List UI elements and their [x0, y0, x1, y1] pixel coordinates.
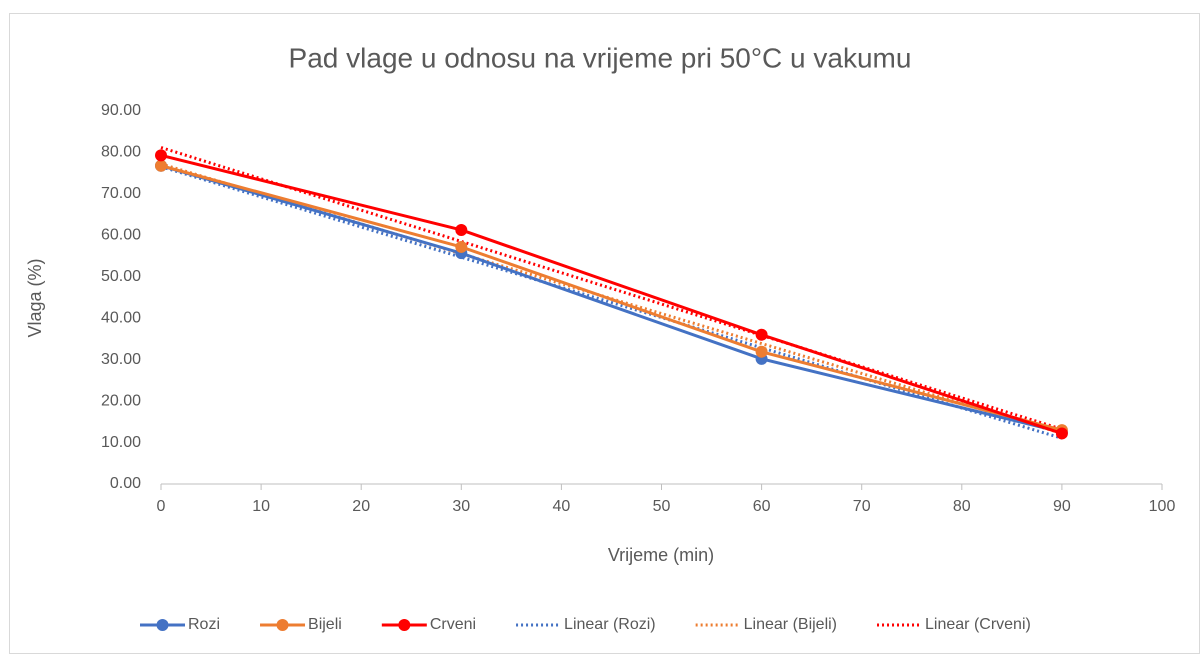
chart-title: Pad vlage u odnosu na vrijeme pri 50°C u…: [289, 42, 912, 73]
legend-label: Linear (Rozi): [564, 616, 656, 633]
x-tick-label: 50: [653, 498, 671, 515]
series-line: [160, 153, 1063, 435]
x-tick-label: 30: [452, 498, 470, 515]
y-axis-title: Vlaga (%): [25, 258, 45, 337]
data-point: [155, 159, 167, 172]
series-line: [160, 164, 1063, 432]
x-tick-label: 40: [553, 498, 571, 515]
legend-label: Linear (Crveni): [925, 616, 1031, 633]
y-tick-label: 90.00: [101, 102, 141, 119]
data-point: [455, 223, 468, 236]
y-tick-label: 20.00: [101, 392, 141, 409]
data-point: [1055, 427, 1068, 440]
legend-label: Rozi: [188, 616, 220, 633]
y-tick-label: 80.00: [101, 144, 141, 161]
y-tick-label: 70.00: [101, 185, 141, 202]
legend-label: Linear (Bijeli): [744, 616, 837, 633]
legend-label: Bijeli: [308, 616, 342, 633]
series-line: [160, 164, 1063, 434]
chart-border: [9, 13, 1200, 654]
legend-marker: [156, 619, 169, 631]
y-tick-label: 10.00: [101, 434, 141, 451]
y-tick-label: 50.00: [101, 268, 141, 285]
x-axis-title: Vrijeme (min): [608, 545, 714, 565]
y-tick-label: 30.00: [101, 351, 141, 368]
y-tick-label: 0.00: [110, 475, 141, 492]
data-point: [755, 345, 768, 358]
x-tick-label: 100: [1149, 498, 1176, 515]
x-tick-label: 0: [157, 498, 166, 515]
trendline: [160, 146, 1063, 431]
data-point: [455, 240, 468, 253]
legend-marker: [276, 619, 289, 631]
x-tick-label: 60: [753, 498, 771, 515]
y-tick-label: 60.00: [101, 227, 141, 244]
x-tick-label: 20: [352, 498, 370, 515]
x-tick-label: 90: [1053, 498, 1071, 515]
legend-marker: [398, 619, 411, 631]
x-tick-label: 10: [252, 498, 270, 515]
data-point: [755, 328, 768, 341]
legend-label: Crveni: [430, 616, 476, 633]
y-tick-label: 40.00: [101, 309, 141, 326]
x-tick-label: 80: [953, 498, 971, 515]
data-point: [155, 149, 167, 162]
trendline: [160, 165, 1063, 440]
x-tick-label: 70: [853, 498, 871, 515]
